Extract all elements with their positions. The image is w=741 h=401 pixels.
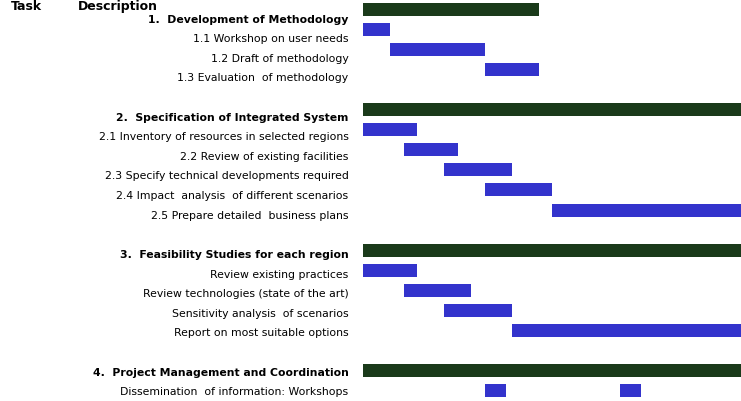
Text: Sensitivity analysis  of scenarios: Sensitivity analysis of scenarios (158, 308, 348, 318)
Text: 1.  Development of Methodology: 1. Development of Methodology (148, 14, 348, 24)
Bar (390, 44, 485, 57)
Bar (511, 324, 741, 337)
Bar (363, 24, 390, 36)
Text: 4.  Project Management and Coordination: 4. Project Management and Coordination (93, 367, 348, 377)
Text: 1.2 Draft of methodology: 1.2 Draft of methodology (211, 54, 348, 64)
Bar (363, 244, 741, 257)
Bar (485, 64, 539, 77)
Text: 2.2 Review of existing facilities: 2.2 Review of existing facilities (180, 152, 348, 162)
Text: Task: Task (10, 0, 41, 13)
Bar (485, 385, 506, 397)
Text: 2.1 Inventory of resources in selected regions: 2.1 Inventory of resources in selected r… (99, 132, 348, 142)
Text: 2.3 Specify technical developments required: 2.3 Specify technical developments requi… (104, 171, 348, 181)
Bar (363, 365, 741, 377)
Bar (552, 204, 741, 217)
Bar (485, 184, 552, 197)
Text: 1.1 Workshop on user needs: 1.1 Workshop on user needs (193, 34, 348, 44)
Bar (363, 4, 539, 16)
Text: Report on most suitable options: Report on most suitable options (160, 328, 348, 338)
Bar (619, 385, 641, 397)
Text: 1.3 Evaluation  of methodology: 1.3 Evaluation of methodology (177, 73, 348, 83)
Text: 2.4 Impact  analysis  of different scenarios: 2.4 Impact analysis of different scenari… (116, 190, 348, 200)
Bar (363, 264, 417, 277)
Text: Review technologies (state of the art): Review technologies (state of the art) (129, 288, 348, 298)
Text: 2.5 Prepare detailed  business plans: 2.5 Prepare detailed business plans (151, 210, 348, 220)
Bar (404, 144, 457, 157)
Text: Review existing practices: Review existing practices (196, 269, 348, 279)
Bar (444, 304, 511, 317)
Text: Description: Description (79, 0, 159, 13)
Bar (363, 124, 417, 137)
Text: 3.  Feasibility Studies for each region: 3. Feasibility Studies for each region (120, 249, 348, 259)
Text: 2.  Specification of Integrated System: 2. Specification of Integrated System (116, 112, 348, 122)
Bar (404, 284, 471, 297)
Text: Dissemination  of information: Workshops: Dissemination of information: Workshops (107, 386, 348, 396)
Bar (363, 104, 741, 117)
Bar (444, 164, 511, 177)
